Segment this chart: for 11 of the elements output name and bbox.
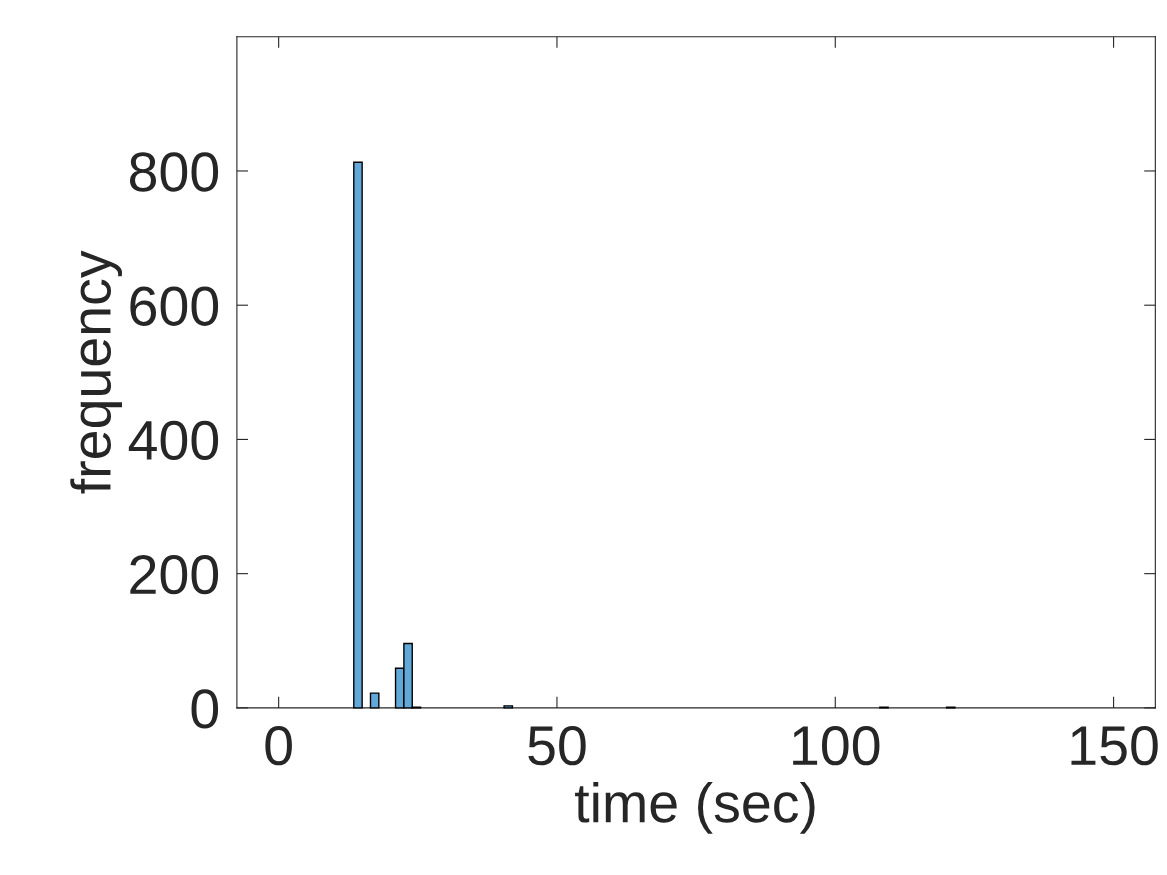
- x-tick-label: 0: [265, 726, 292, 766]
- y-axis-title: frequency: [70, 250, 122, 494]
- x-axis-title: time (sec): [575, 781, 815, 834]
- y-tick-label: 0: [191, 689, 219, 729]
- y-tick-label: 800: [129, 152, 219, 192]
- y-tick-label: 400: [128, 420, 219, 461]
- x-tick-label: 150: [1071, 726, 1158, 766]
- y-tick-label: 200: [130, 554, 219, 595]
- x-tick-label: 100: [793, 726, 880, 766]
- y-tick-label: 600: [130, 286, 219, 326]
- x-tick-label: 50: [528, 726, 586, 766]
